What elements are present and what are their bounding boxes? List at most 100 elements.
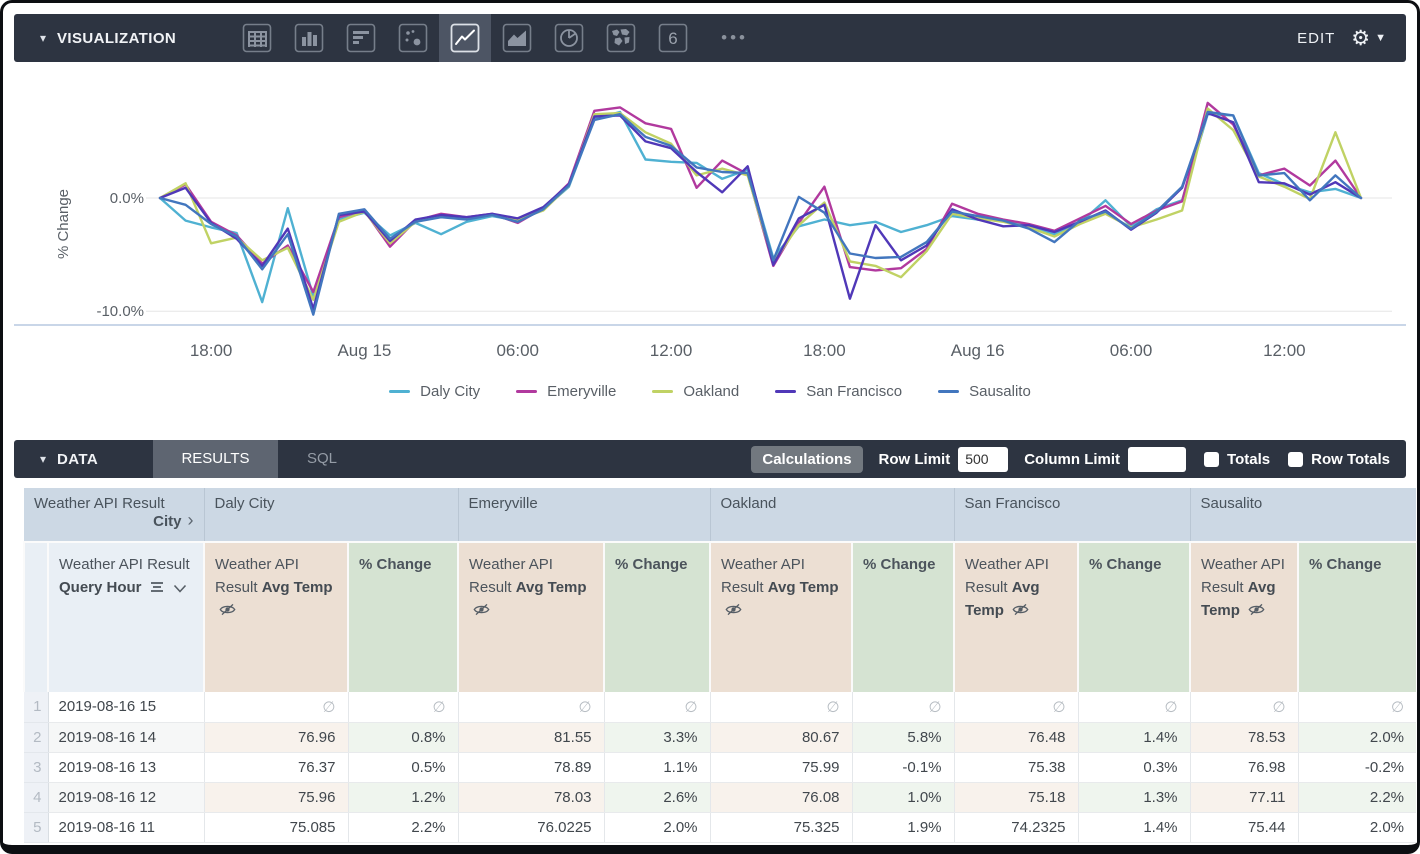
query-hour-cell[interactable]: 2019-08-16 11	[47, 812, 204, 843]
avg-temp-cell[interactable]: 76.08	[709, 782, 853, 813]
avg-temp-cell[interactable]: 78.03	[457, 782, 605, 813]
series-line-oakland[interactable]	[158, 107, 1363, 302]
avg-temp-cell[interactable]: 75.38	[953, 752, 1079, 783]
viz-type-column-icon[interactable]	[283, 14, 335, 62]
pct-change-cell[interactable]: 2.0%	[1297, 722, 1417, 753]
avg-temp-cell[interactable]: 80.67	[709, 722, 853, 753]
pct-change-cell[interactable]: 0.8%	[347, 722, 459, 753]
avg-temp-cell[interactable]: 78.53	[1189, 722, 1299, 753]
viz-type-area-icon[interactable]	[491, 14, 543, 62]
pct-change-cell[interactable]: 3.3%	[603, 722, 711, 753]
avg-temp-column-header[interactable]: Weather API Result Avg Temp	[709, 542, 853, 692]
more-viz-types-icon[interactable]: •••	[721, 28, 748, 47]
avg-temp-cell[interactable]: 75.325	[709, 812, 853, 843]
avg-temp-cell[interactable]: 75.99	[709, 752, 853, 783]
avg-temp-cell[interactable]: 78.89	[457, 752, 605, 783]
collapse-caret-icon[interactable]: ▾	[40, 31, 47, 45]
pivot-value-header[interactable]: Sausalito	[1189, 488, 1417, 543]
query-hour-cell[interactable]: 2019-08-16 12	[47, 782, 204, 813]
pct-change-cell[interactable]: -0.2%	[1297, 752, 1417, 783]
column-limit-input[interactable]	[1128, 446, 1187, 472]
pct-change-column-header[interactable]: % Change	[1297, 542, 1417, 692]
avg-temp-cell[interactable]: 75.18	[953, 782, 1079, 813]
legend-item[interactable]: Emeryville	[516, 383, 616, 400]
pct-change-column-header[interactable]: % Change	[851, 542, 955, 692]
row-totals-checkbox[interactable]	[1288, 451, 1304, 467]
series-line-sausalito[interactable]	[158, 110, 1363, 316]
calculations-button[interactable]: Calculations	[751, 445, 863, 473]
pct-change-column-header[interactable]: % Change	[346, 542, 459, 692]
totals-checkbox[interactable]	[1204, 451, 1220, 467]
viz-type-pie-icon[interactable]	[543, 14, 595, 62]
data-section-header[interactable]: ▾ DATA	[14, 451, 153, 468]
pct-change-cell[interactable]: 1.0%	[851, 782, 955, 813]
viz-settings-menu[interactable]: ⚙ ▼	[1351, 27, 1386, 49]
avg-temp-column-header[interactable]: Weather API Result Avg Temp	[1189, 542, 1299, 692]
row-limit-input[interactable]	[958, 446, 1009, 472]
legend-item[interactable]: San Francisco	[775, 383, 902, 400]
pct-change-cell[interactable]: 2.6%	[603, 782, 711, 813]
series-line-daly-city[interactable]	[158, 110, 1363, 304]
tab-results[interactable]: RESULTS	[153, 440, 278, 478]
pivot-dimension-header[interactable]: Weather API Result City ›	[24, 488, 204, 543]
avg-temp-cell[interactable]: 75.44	[1189, 812, 1299, 843]
sort-icon[interactable]	[150, 581, 165, 593]
pct-change-cell[interactable]: 1.3%	[1077, 782, 1191, 813]
pct-change-cell[interactable]: 5.8%	[851, 722, 955, 753]
avg-temp-cell[interactable]: 77.11	[1189, 782, 1299, 813]
pct-change-cell[interactable]: ∅	[603, 692, 711, 723]
pct-change-column-header[interactable]: % Change	[603, 542, 711, 692]
pct-change-cell[interactable]: 1.9%	[851, 812, 955, 843]
collapse-caret-icon[interactable]: ▾	[40, 452, 47, 466]
pivot-value-header[interactable]: San Francisco	[953, 488, 1191, 543]
viz-type-line-icon[interactable]	[439, 14, 492, 62]
avg-temp-cell[interactable]: ∅	[1189, 692, 1299, 723]
pct-change-cell[interactable]: 1.4%	[1077, 812, 1191, 843]
tab-sql[interactable]: SQL	[306, 450, 337, 467]
pct-change-cell[interactable]: 0.5%	[347, 752, 459, 783]
avg-temp-cell[interactable]: 76.98	[1189, 752, 1299, 783]
pct-change-cell[interactable]: 0.3%	[1077, 752, 1191, 783]
avg-temp-cell[interactable]: 76.48	[953, 722, 1079, 753]
avg-temp-column-header[interactable]: Weather API Result Avg Temp	[203, 542, 348, 692]
avg-temp-cell[interactable]: ∅	[457, 692, 605, 723]
avg-temp-column-header[interactable]: Weather API Result Avg Temp	[457, 542, 605, 692]
pct-change-cell[interactable]: 2.2%	[1297, 782, 1417, 813]
avg-temp-cell[interactable]: 75.085	[203, 812, 348, 843]
avg-temp-cell[interactable]: 76.96	[203, 722, 348, 753]
pct-change-cell[interactable]: ∅	[851, 692, 955, 723]
visualization-section-title[interactable]: VISUALIZATION	[57, 29, 177, 47]
edit-button[interactable]: EDIT	[1297, 29, 1336, 47]
avg-temp-cell[interactable]: 75.96	[203, 782, 348, 813]
pivot-value-header[interactable]: Daly City	[203, 488, 459, 543]
pct-change-cell[interactable]: ∅	[347, 692, 459, 723]
pct-change-cell[interactable]: 1.1%	[603, 752, 711, 783]
viz-type-scatter-icon[interactable]	[387, 14, 439, 62]
chevron-down-icon[interactable]	[173, 584, 187, 593]
avg-temp-cell[interactable]: ∅	[709, 692, 853, 723]
pct-change-cell[interactable]: 2.0%	[603, 812, 711, 843]
pct-change-cell[interactable]: -0.1%	[851, 752, 955, 783]
avg-temp-cell[interactable]: 81.55	[457, 722, 605, 753]
pct-change-cell[interactable]: ∅	[1297, 692, 1417, 723]
pct-change-cell[interactable]: 2.2%	[347, 812, 459, 843]
series-line-emeryville[interactable]	[158, 101, 1363, 294]
legend-item[interactable]: Daly City	[389, 383, 480, 400]
avg-temp-cell[interactable]: ∅	[203, 692, 348, 723]
viz-type-bar-icon[interactable]	[335, 14, 387, 62]
avg-temp-cell[interactable]: 76.37	[203, 752, 348, 783]
avg-temp-cell[interactable]: 76.0225	[457, 812, 605, 843]
legend-item[interactable]: Sausalito	[938, 383, 1031, 400]
viz-type-single-value-icon[interactable]: 6	[647, 14, 699, 62]
pivot-value-header[interactable]: Emeryville	[457, 488, 711, 543]
query-hour-cell[interactable]: 2019-08-16 15	[47, 692, 204, 723]
pct-change-cell[interactable]: ∅	[1077, 692, 1191, 723]
legend-item[interactable]: Oakland	[652, 383, 739, 400]
viz-type-table-icon[interactable]	[231, 14, 283, 62]
pct-change-column-header[interactable]: % Change	[1077, 542, 1191, 692]
avg-temp-cell[interactable]: ∅	[953, 692, 1079, 723]
viz-type-map-icon[interactable]	[595, 14, 647, 62]
avg-temp-column-header[interactable]: Weather API Result Avg Temp	[953, 542, 1079, 692]
query-hour-cell[interactable]: 2019-08-16 14	[47, 722, 204, 753]
query-hour-column-header[interactable]: Weather API Result Query Hour	[47, 542, 204, 692]
